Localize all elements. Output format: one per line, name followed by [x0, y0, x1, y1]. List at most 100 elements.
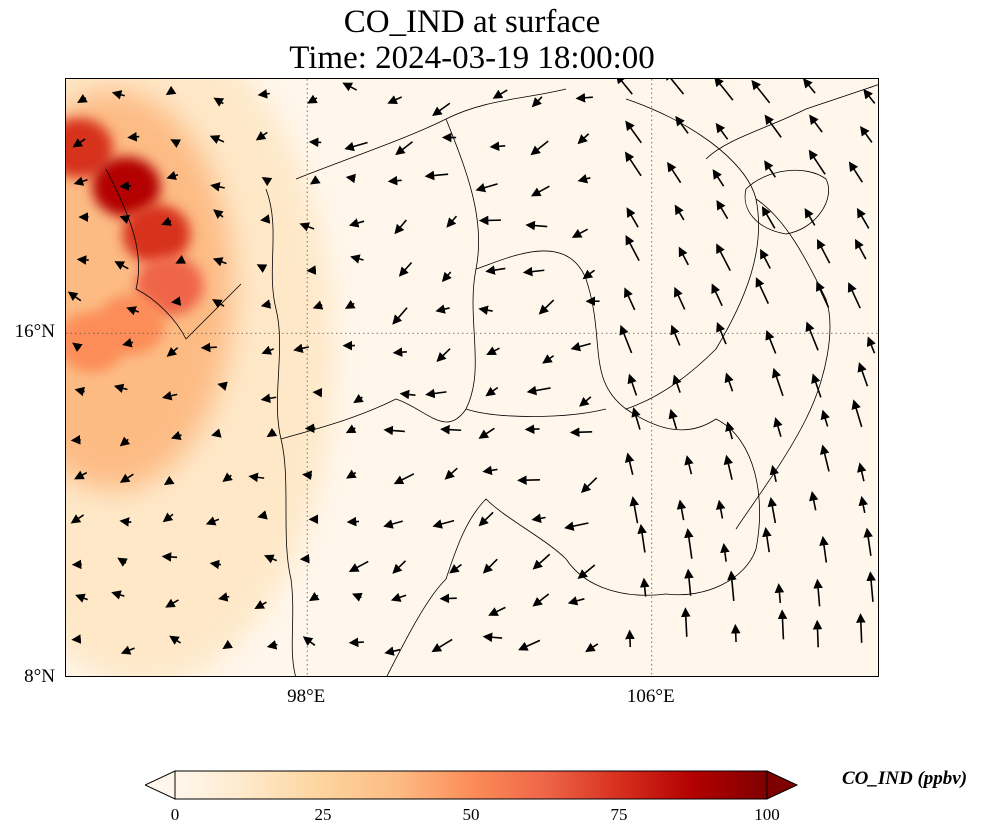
wind-arrow [811, 373, 822, 398]
wind-arrow [353, 393, 364, 404]
wind-arrow [344, 299, 356, 309]
wind-arrow [569, 427, 593, 438]
wind-arrow [260, 214, 271, 224]
wind-arrow [531, 513, 546, 524]
wind-arrow [625, 629, 635, 648]
wind-arrow [351, 592, 363, 602]
wind-arrow [577, 174, 591, 184]
wind-arrow [765, 330, 777, 354]
wind-arrow [577, 564, 596, 579]
wind-arrow [580, 477, 598, 493]
wind-arrow [764, 160, 777, 178]
wind-arrow [394, 219, 407, 235]
wind-arrow [342, 82, 358, 92]
wind-arrow [863, 88, 876, 104]
wind-arrow [478, 305, 493, 315]
wind-arrow [432, 102, 451, 117]
wind-arrow [440, 424, 462, 435]
wind-arrow [761, 206, 776, 229]
wind-arrow [393, 473, 415, 485]
wind-arrow [175, 255, 187, 264]
wind-arrow [802, 79, 816, 94]
wind-arrow [161, 216, 172, 226]
wind-arrow [431, 638, 453, 653]
wind-arrow [425, 388, 447, 399]
wind-arrow [712, 169, 725, 187]
colorbar-tick-label: 0 [170, 805, 180, 824]
wind-arrow [730, 623, 741, 643]
wind-arrow [350, 254, 364, 264]
wind-arrow [575, 92, 593, 103]
colorbar-tick-label: 50 [462, 805, 480, 824]
wind-arrow [482, 558, 498, 574]
wind-arrow [627, 373, 638, 396]
wind-arrow [542, 354, 555, 364]
wind-arrow [856, 207, 870, 229]
wind-arrow [210, 182, 225, 192]
wind-arrow [122, 338, 134, 348]
wind-arrow [392, 560, 407, 574]
wind-arrow [163, 475, 175, 486]
wind-arrow [222, 472, 233, 483]
wind-arrow [293, 343, 309, 353]
wind-arrow [119, 473, 134, 483]
wind-arrow [312, 300, 324, 310]
wind-arrow [858, 495, 868, 514]
co-field-layer [66, 79, 334, 676]
wind-arrow [532, 553, 551, 570]
wind-arrow [639, 577, 650, 597]
wind-arrow [716, 243, 731, 272]
lon-tick-label: 106°E [626, 686, 675, 707]
wind-arrow [848, 161, 864, 183]
wind-arrow [119, 517, 132, 527]
wind-arrow [263, 554, 278, 564]
wind-arrow [346, 469, 357, 479]
wind-arrow [212, 299, 225, 309]
wind-arrow [395, 141, 413, 156]
colorbar-extend-min [145, 770, 176, 800]
wind-arrow [346, 516, 360, 527]
wind-arrow [211, 428, 222, 438]
wind-arrow [309, 175, 321, 185]
wind-arrow [626, 207, 639, 228]
wind-arrow [307, 94, 318, 104]
wind-arrow [424, 170, 449, 181]
wind-vectors [67, 79, 876, 656]
wind-arrow [624, 287, 636, 311]
wind-arrow [856, 613, 866, 643]
wind-arrow [667, 161, 682, 184]
wind-arrow [449, 563, 462, 574]
wind-arrow [161, 552, 178, 562]
wind-arrow [485, 386, 499, 397]
map-canvas [66, 79, 878, 676]
wind-arrow [399, 389, 416, 400]
wind-arrow [266, 640, 278, 650]
wind-arrow [863, 527, 873, 556]
wind-arrow [482, 465, 498, 476]
wind-arrow [209, 559, 221, 570]
wind-arrow [711, 283, 723, 307]
wind-arrow [120, 645, 135, 655]
colorbar-tick-label: 100 [754, 805, 780, 824]
wind-arrow [398, 261, 413, 277]
wind-arrow [577, 133, 590, 145]
wind-arrow [384, 646, 401, 656]
wind-arrow [344, 141, 368, 152]
wind-arrow [166, 347, 179, 357]
wind-arrow [348, 637, 364, 648]
wind-arrow [531, 96, 543, 108]
wind-arrow [76, 255, 89, 265]
wind-arrow [166, 170, 179, 181]
colorbar-tick-label: 25 [314, 805, 332, 824]
wind-arrow [532, 593, 550, 607]
wind-arrow [851, 399, 863, 428]
wind-arrow [444, 467, 458, 480]
wind-arrow [517, 475, 540, 485]
co-hotspot [135, 255, 204, 316]
wind-arrow [489, 141, 506, 152]
wind-arrow [256, 264, 268, 273]
colorbar-tick-label: 75 [610, 805, 628, 824]
wind-arrow [113, 383, 128, 393]
wind-arrow [681, 607, 691, 637]
wind-arrow [764, 114, 782, 138]
